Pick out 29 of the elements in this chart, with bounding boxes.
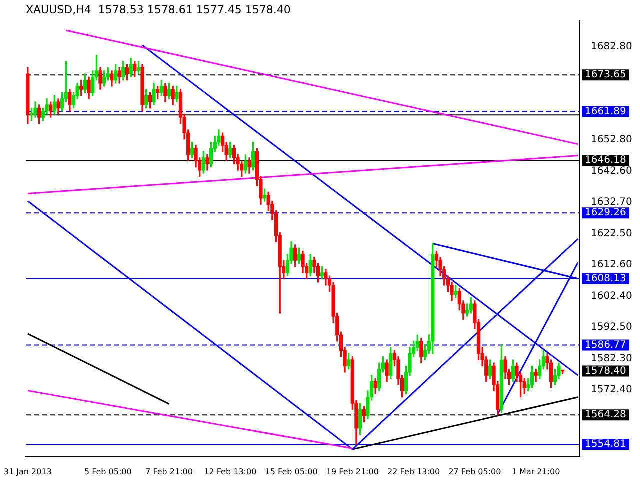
ref-line-label: 1554.81 (585, 439, 626, 450)
x-tick-label: 5 Feb 05:00 (84, 467, 132, 476)
y-tick-label: 1592.50 (591, 322, 632, 333)
ref-line-label: 1661.89 (585, 106, 626, 118)
ref-line-label: 1629.26 (585, 208, 626, 219)
y-tick-label: 1582.30 (591, 354, 632, 365)
y-tick-label: 1622.50 (591, 228, 632, 240)
x-tick-label: 7 Feb 21:00 (146, 467, 193, 476)
ref-line-label: 1586.77 (585, 340, 626, 351)
chart-title: XAUUSD,H4 1578.53 1578.61 1577.45 1578.40 (26, 3, 291, 16)
y-tick-label: 1602.40 (591, 291, 632, 302)
y-tick-label: 1612.60 (591, 260, 632, 271)
y-tick-label: 1642.60 (591, 166, 632, 178)
ref-line-label: 1564.28 (585, 410, 626, 421)
x-tick-label: 27 Feb 05:00 (448, 467, 502, 476)
x-tick-label: 15 Feb 05:00 (265, 467, 318, 476)
x-tick-label: 12 Feb 13:00 (204, 467, 257, 476)
ref-line-label: 1673.65 (585, 70, 626, 81)
y-tick-label: 1682.80 (591, 41, 632, 52)
x-tick-label: 31 Jan 2013 (4, 467, 52, 476)
text: 1578.40 (585, 366, 626, 377)
y-tick-label: 1652.80 (591, 134, 632, 146)
ref-line-label: 1646.18 (585, 155, 626, 166)
x-tick-label: 19 Feb 21:00 (326, 467, 379, 476)
ref-line-label: 1608.13 (585, 273, 626, 284)
y-tick-label: 1572.40 (591, 384, 632, 396)
x-tick-label: 1 Mar 21:00 (512, 467, 560, 476)
y-tick-label: 1632.70 (591, 197, 632, 208)
x-tick-label: 22 Feb 13:00 (388, 467, 440, 476)
